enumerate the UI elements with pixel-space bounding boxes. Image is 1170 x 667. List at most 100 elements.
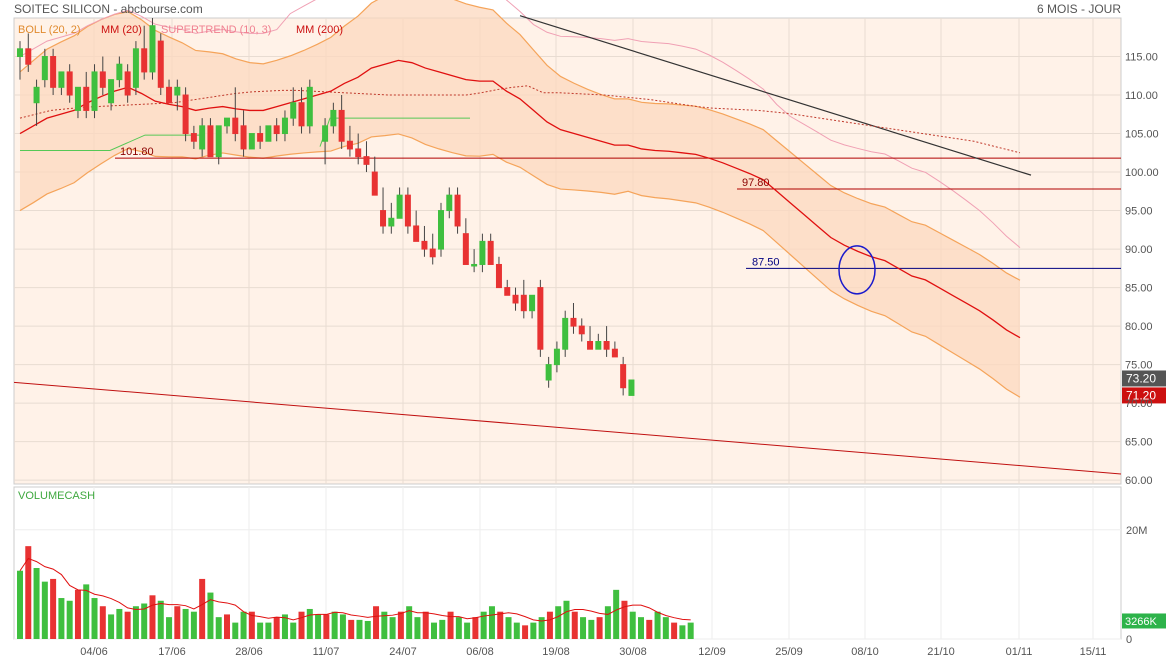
volume-bar-up bbox=[281, 614, 288, 639]
candle-up bbox=[322, 125, 329, 142]
volume-bar-up bbox=[141, 603, 148, 639]
candle-down bbox=[157, 40, 164, 88]
volume-bar-down bbox=[50, 578, 57, 639]
volume-bar-up bbox=[33, 568, 40, 639]
legend-supertrend: SUPERTREND (10, 3) bbox=[161, 24, 271, 36]
y-tick-label: 90.00 bbox=[1125, 244, 1153, 256]
x-tick-label: 15/11 bbox=[1080, 646, 1107, 658]
candle-up bbox=[248, 133, 255, 150]
candle-up bbox=[215, 125, 222, 158]
x-tick-label: 08/10 bbox=[851, 646, 879, 658]
volume-bar-up bbox=[638, 617, 644, 639]
volume-bar-up bbox=[91, 598, 98, 639]
volume-bar-up bbox=[687, 622, 694, 639]
candle-down bbox=[99, 71, 106, 88]
candle-down bbox=[537, 287, 544, 350]
volume-bar-up bbox=[662, 617, 669, 639]
candle-up bbox=[479, 240, 486, 265]
x-tick-label: 24/07 bbox=[389, 646, 417, 658]
candle-down bbox=[504, 287, 511, 296]
y-tick-label: 80.00 bbox=[1125, 321, 1153, 333]
y-tick-label: 75.00 bbox=[1125, 360, 1153, 372]
legend-mm20: MM (20) bbox=[101, 24, 142, 36]
volume-bar-up bbox=[530, 622, 537, 639]
volume-bar-up bbox=[240, 611, 247, 639]
volume-bar-up bbox=[190, 611, 197, 639]
candle-down bbox=[50, 56, 57, 88]
candlesticks bbox=[17, 18, 635, 396]
y-tick-label: 85.00 bbox=[1125, 283, 1153, 295]
volume-bar-down bbox=[99, 606, 106, 639]
candle-up bbox=[388, 217, 395, 227]
volume-bar-up bbox=[588, 619, 595, 639]
x-tick-label: 28/06 bbox=[235, 646, 263, 658]
candle-up bbox=[396, 194, 403, 219]
candle-up bbox=[529, 294, 536, 312]
y-tick-label: 105.00 bbox=[1125, 129, 1159, 141]
candle-up bbox=[628, 379, 635, 396]
y-tick-label: 70.00 bbox=[1125, 398, 1153, 410]
volume-bar-up bbox=[108, 614, 115, 639]
volume-bar-down bbox=[224, 614, 230, 639]
volume-bar-down bbox=[621, 600, 628, 639]
level-label-87-50: 87.50 bbox=[752, 256, 780, 268]
volume-bar-up bbox=[654, 611, 661, 639]
candle-down bbox=[462, 233, 469, 265]
volume-bar-up bbox=[563, 600, 570, 639]
volume-label: VOLUMECASH bbox=[18, 490, 95, 502]
x-tick-label: 21/10 bbox=[927, 646, 955, 658]
candle-down bbox=[83, 86, 90, 111]
candle-up bbox=[281, 117, 288, 135]
volume-bar-up bbox=[290, 622, 297, 639]
y-tick-label: 110.00 bbox=[1125, 90, 1158, 102]
candle-down bbox=[429, 248, 436, 258]
legend-boll: BOLL (20, 2) bbox=[18, 24, 81, 36]
volume-bar-down bbox=[199, 578, 206, 639]
y-tick-label: 100.00 bbox=[1125, 167, 1159, 179]
candle-up bbox=[265, 125, 272, 142]
candle-up bbox=[553, 348, 560, 366]
volume-bar-up bbox=[356, 619, 363, 639]
volume-bars bbox=[17, 546, 694, 639]
candle-down bbox=[207, 125, 214, 158]
candle-down bbox=[355, 148, 362, 158]
candle-down bbox=[421, 240, 428, 250]
volume-tick-label: 0 bbox=[1126, 634, 1132, 646]
last-volume-value: 3266K bbox=[1125, 616, 1157, 628]
volume-bar-up bbox=[132, 606, 139, 639]
candle-up bbox=[446, 194, 453, 212]
candle-up bbox=[224, 117, 230, 127]
volume-bar-up bbox=[364, 620, 371, 639]
volume-bar-up bbox=[17, 570, 23, 639]
candle-up bbox=[108, 79, 115, 104]
candle-up bbox=[471, 263, 478, 267]
candle-down bbox=[182, 94, 189, 135]
candle-down bbox=[587, 341, 594, 350]
candle-down bbox=[611, 348, 618, 358]
candle-up bbox=[330, 109, 337, 127]
date-axis: 04/06 17/06 28/06 11/07 24/07 06/08 19/08 30/08… bbox=[80, 646, 1106, 658]
candle-down bbox=[363, 156, 370, 165]
candle-up bbox=[438, 210, 444, 250]
candle-down bbox=[25, 48, 32, 65]
volume-bar-up bbox=[464, 622, 471, 639]
candle-down bbox=[578, 325, 585, 335]
x-tick-label: 06/08 bbox=[466, 646, 494, 658]
x-tick-label: 17/06 bbox=[158, 646, 186, 658]
candle-down bbox=[273, 125, 280, 135]
volume-bar-up bbox=[257, 622, 264, 639]
volume-bar-down bbox=[124, 611, 131, 639]
volume-bar-up bbox=[505, 617, 512, 639]
candle-down bbox=[124, 71, 131, 96]
volume-bar-up bbox=[488, 606, 495, 639]
y-tick-label: 95.00 bbox=[1125, 206, 1153, 218]
bollinger-band-fill bbox=[20, 0, 1020, 398]
volume-bar-up bbox=[116, 608, 123, 639]
volume-bar-down bbox=[174, 606, 181, 639]
volume-bar-up bbox=[331, 611, 338, 639]
prev-close-value: 71.20 bbox=[1126, 388, 1156, 402]
candle-up bbox=[199, 125, 206, 150]
candle-up bbox=[290, 102, 297, 119]
volume-bar-up bbox=[406, 606, 413, 639]
